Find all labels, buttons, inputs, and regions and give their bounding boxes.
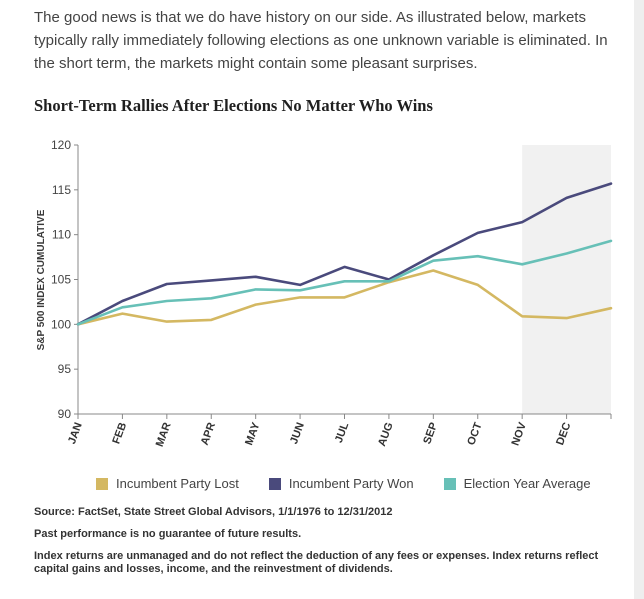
- y-tick-label: 120: [51, 138, 71, 152]
- x-tick-label: SEP: [421, 421, 440, 446]
- x-tick-label: OCT: [465, 421, 484, 447]
- post-election-shading: [522, 145, 611, 414]
- chart-notes: Source: FactSet, State Street Global Adv…: [34, 506, 624, 585]
- legend-item-incumbent-party-won: Incumbent Party Won: [268, 476, 414, 491]
- line-chart: 90 95 100 105 110 115 120 JAN FEB MAR APR MAY JUN JU…: [36, 138, 613, 449]
- y-tick-label: 95: [58, 362, 72, 376]
- legend-swatch: [268, 477, 281, 490]
- x-tick-label: FEB: [110, 421, 129, 446]
- legend-label: Incumbent Party Lost: [116, 476, 239, 491]
- series-line-incumbent-party-lost: [76, 269, 613, 326]
- legend-label: Election Year Average: [463, 476, 591, 491]
- x-tick-label: JUN: [288, 421, 307, 446]
- y-tick-label: 115: [52, 183, 71, 197]
- disclaimer-note: Past performance is no guarantee of futu…: [34, 528, 302, 540]
- x-tick-label: AUG: [376, 421, 396, 448]
- y-tick-label: 110: [52, 228, 71, 242]
- y-axis-label: S&P 500 INDEX CUMULATIVE: [36, 209, 47, 350]
- chart-legend: Incumbent Party Lost Incumbent Party Won E…: [96, 476, 621, 491]
- chart-title: Short-Term Rallies After Elections No Ma…: [34, 96, 433, 115]
- legend-swatch: [96, 477, 108, 490]
- series-line-incumbent-party-won: [76, 182, 613, 326]
- x-tick-label: DEC: [554, 421, 573, 447]
- legend-swatch: [443, 477, 456, 490]
- legend-item-incumbent-party-lost: Incumbent Party Lost: [96, 476, 239, 491]
- series-line-election-year-average: [76, 239, 613, 326]
- legend-label: Incumbent Party Won: [288, 476, 414, 491]
- y-tick-label: 105: [51, 273, 71, 287]
- x-tick-label: JAN: [66, 421, 85, 446]
- legend-item-election-year-average: Election Year Average: [443, 476, 591, 491]
- x-tick-label: JUL: [333, 421, 351, 445]
- x-tick-label: APR: [199, 421, 218, 447]
- x-tick-label: NOV: [510, 420, 530, 447]
- y-tick-label: 100: [51, 317, 71, 331]
- x-tick-label: MAR: [154, 421, 174, 449]
- source-note: Source: FactSet, State Street Global Adv…: [34, 506, 393, 518]
- page-right-border: [634, 0, 644, 599]
- y-tick-label: 90: [58, 407, 72, 421]
- x-tick-label: MAY: [243, 420, 263, 447]
- intro-paragraph: The good news is that we do have history…: [34, 9, 608, 72]
- index-returns-note: Index returns are unmanaged and do not r…: [34, 550, 599, 575]
